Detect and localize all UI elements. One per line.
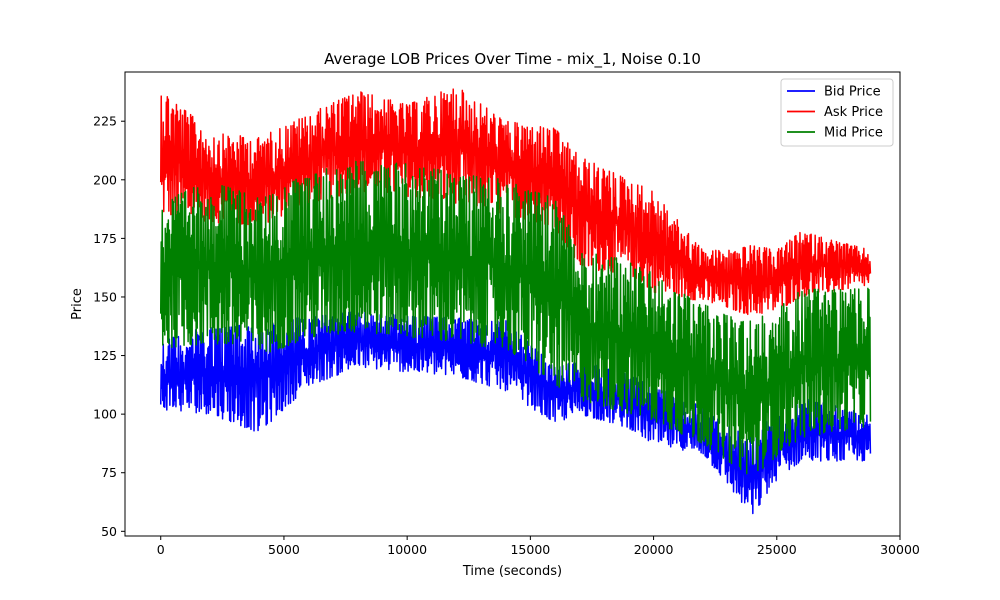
legend-label-mid-price: Mid Price xyxy=(824,126,883,141)
x-tick-label: 20000 xyxy=(634,542,674,557)
x-tick-label: 15000 xyxy=(510,542,550,557)
y-tick-label: 150 xyxy=(93,289,117,304)
x-tick-label: 25000 xyxy=(757,542,797,557)
series-bid-price xyxy=(159,310,872,515)
y-tick-label: 225 xyxy=(93,114,117,129)
y-tick-label: 200 xyxy=(93,172,117,187)
y-axis-label: Price xyxy=(70,288,85,320)
y-tick-label: 100 xyxy=(93,407,117,422)
y-tick-label: 75 xyxy=(101,465,117,480)
ticks-layer: 0 5000 10000 15000 20000 25000 30000 50 75 100 125… xyxy=(93,114,920,557)
x-tick-label: 30000 xyxy=(880,542,920,557)
series-layer xyxy=(159,88,872,515)
y-tick-label: 50 xyxy=(101,524,117,539)
x-tick-label: 10000 xyxy=(387,542,427,557)
legend-label-bid-price: Bid Price xyxy=(824,85,881,100)
x-tick-label: 5000 xyxy=(268,542,300,557)
plot-frame xyxy=(124,71,901,537)
x-tick-label: 0 xyxy=(157,542,165,557)
legend: Bid Price Ask Price Mid Price xyxy=(780,78,894,147)
y-tick-label: 175 xyxy=(93,231,117,246)
y-tick-label: 125 xyxy=(93,348,117,363)
series-mid-price xyxy=(159,160,872,475)
x-axis-label: Time (seconds) xyxy=(462,564,562,579)
legend-box xyxy=(780,78,894,147)
chart-title: Average LOB Prices Over Time - mix_1, No… xyxy=(324,50,701,69)
legend-label-ask-price: Ask Price xyxy=(824,105,883,120)
